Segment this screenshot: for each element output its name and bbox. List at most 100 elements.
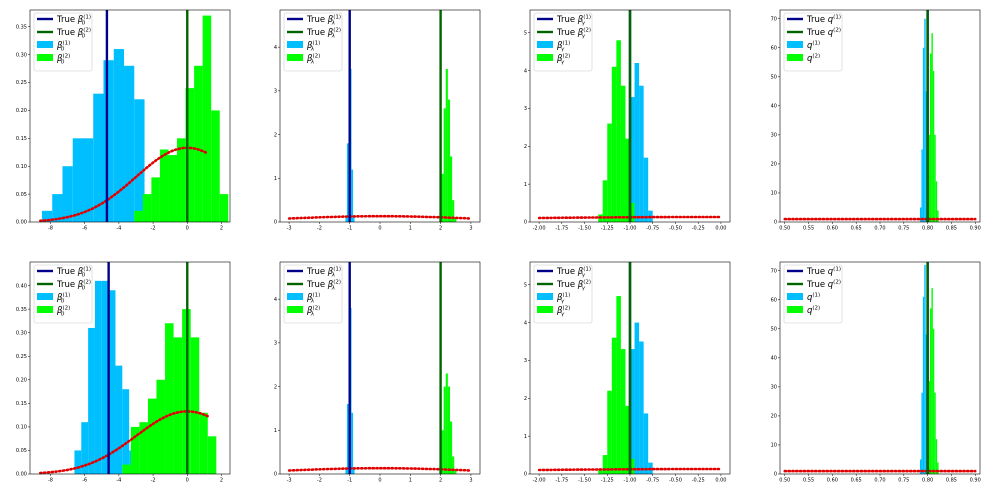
- x-tick-label: -2: [317, 478, 322, 484]
- legend-entry: β(2) λ: [306, 54, 320, 66]
- legend-entry: β(2) γ: [556, 54, 570, 66]
- legend-entry: True q(2): [806, 28, 841, 39]
- x-tick-label: 1: [409, 478, 412, 484]
- y-tick-label: 0.10: [16, 425, 27, 431]
- x-tick-label: 0.65: [851, 226, 862, 232]
- x-tick-label: 3: [469, 226, 472, 232]
- x-tick-label: 0.65: [851, 478, 862, 484]
- subplot-1: -8 -6 -4 -2 0 2 0.00 0.05 0.10 0.15 0.20 0.25 0.30 0.…: [16, 9, 231, 232]
- histogram-bar: [159, 149, 169, 222]
- legend-patch-swatch: [37, 41, 53, 48]
- legend-entry: β(1) 0: [56, 41, 70, 53]
- histogram-bar: [630, 203, 635, 222]
- x-tick-label: 0.60: [827, 478, 838, 484]
- legend-patch-swatch: [537, 306, 553, 313]
- histogram-bar: [602, 180, 608, 222]
- legend-entry: β(1) λ: [306, 41, 320, 53]
- histogram-bar: [598, 470, 603, 474]
- x-tick-label: 0.55: [803, 226, 814, 232]
- x-tick-label: -4: [116, 478, 121, 484]
- histogram-bar: [345, 469, 347, 474]
- histogram-bar: [94, 280, 102, 474]
- x-tick-label: -0.25: [692, 226, 705, 232]
- y-tick-label: 0.25: [16, 80, 27, 86]
- histogram-bar: [639, 85, 644, 222]
- y-tick-label: 70: [771, 16, 777, 22]
- histogram-bar: [353, 469, 355, 474]
- histogram-bar: [103, 60, 114, 222]
- histogram-bar: [924, 264, 926, 474]
- y-tick-label: 0: [524, 472, 527, 478]
- x-tick-label: 0: [186, 478, 189, 484]
- y-tick-label: 2: [274, 384, 277, 390]
- histogram-bar: [447, 99, 450, 222]
- legend-patch-swatch: [287, 293, 303, 300]
- histogram-bar: [156, 379, 166, 474]
- x-tick-label: 1: [409, 226, 412, 232]
- subplot-4: 0.50 0.55 0.60 0.65 0.70 0.75 0.80 0.85 0.90 0 10 2…: [771, 9, 981, 232]
- histogram-bar: [351, 412, 354, 474]
- legend-entry: β(1) γ: [556, 293, 570, 305]
- histogram-bar: [611, 337, 617, 474]
- histogram-bar: [113, 49, 125, 223]
- y-tick-label: 3: [274, 89, 277, 95]
- y-tick-label: 0.00: [16, 220, 27, 226]
- prior-density-curve: [38, 146, 210, 223]
- legend: True q(1) True q(2) q(1) q(2): [783, 12, 843, 72]
- histogram-bar: [81, 422, 89, 474]
- x-tick-label: -1.50: [578, 226, 591, 232]
- x-tick-label: 0.80: [922, 478, 933, 484]
- legend-entry: True β(1) 0: [56, 15, 91, 27]
- x-tick-label: -0.75: [646, 478, 659, 484]
- legend-patch-swatch: [37, 54, 53, 61]
- subplot-5: -8 -6 -4 -2 0 2 0.00 0.05 0.10 0.15 0.20 0.25 0.30 0.…: [16, 261, 231, 484]
- legend-patch-swatch: [537, 293, 553, 300]
- x-tick-label: 2: [439, 226, 442, 232]
- histogram-bar: [88, 327, 95, 474]
- legend-patch-swatch: [37, 293, 53, 300]
- histogram-bar: [607, 123, 612, 222]
- legend-entry: True β(2) 0: [56, 28, 91, 40]
- histogram-bar: [173, 337, 183, 474]
- legend-entry: True q(1): [806, 15, 841, 26]
- y-tick-label: 30: [771, 133, 777, 139]
- x-tick-label: 0.85: [946, 478, 957, 484]
- histogram-bar: [445, 373, 448, 474]
- x-tick-label: -6: [82, 478, 87, 484]
- x-tick-label: 0.85: [946, 226, 957, 232]
- histogram-bar: [920, 207, 922, 222]
- x-tick-label: -6: [82, 226, 87, 232]
- legend-patch-swatch: [537, 41, 553, 48]
- legend-entry: q(2): [807, 54, 820, 65]
- x-tick-label: 2: [439, 478, 442, 484]
- legend-entry: True q(2): [806, 280, 841, 291]
- histogram-bar: [922, 47, 925, 223]
- y-tick-label: 2: [524, 144, 527, 150]
- x-tick-label: 0.50: [779, 478, 790, 484]
- y-tick-label: 4: [274, 297, 277, 303]
- histogram-bar: [443, 386, 446, 474]
- x-tick-label: 0.90: [970, 226, 981, 232]
- legend-entry: β(1) γ: [556, 41, 570, 53]
- x-tick-label: 0.90: [970, 478, 981, 484]
- histogram-bar: [82, 138, 94, 222]
- legend-patch-swatch: [537, 54, 553, 61]
- prior-density-curve: [38, 410, 210, 475]
- y-tick-label: 0.35: [16, 307, 27, 313]
- legend-entry: True q(1): [806, 267, 841, 278]
- legend-entry: q(1): [807, 41, 820, 52]
- legend-patch-swatch: [787, 306, 803, 313]
- histogram-bar: [151, 177, 160, 222]
- x-tick-label: -0.75: [646, 226, 659, 232]
- y-tick-label: 4: [524, 68, 527, 74]
- legend-entry: True β(1) λ: [306, 267, 341, 279]
- histogram-bar: [634, 322, 640, 474]
- histogram-bar: [41, 210, 53, 222]
- histogram-bar: [122, 389, 130, 474]
- histogram-bar: [185, 88, 195, 223]
- histogram-bar: [935, 439, 938, 474]
- y-tick-label: 60: [771, 45, 777, 51]
